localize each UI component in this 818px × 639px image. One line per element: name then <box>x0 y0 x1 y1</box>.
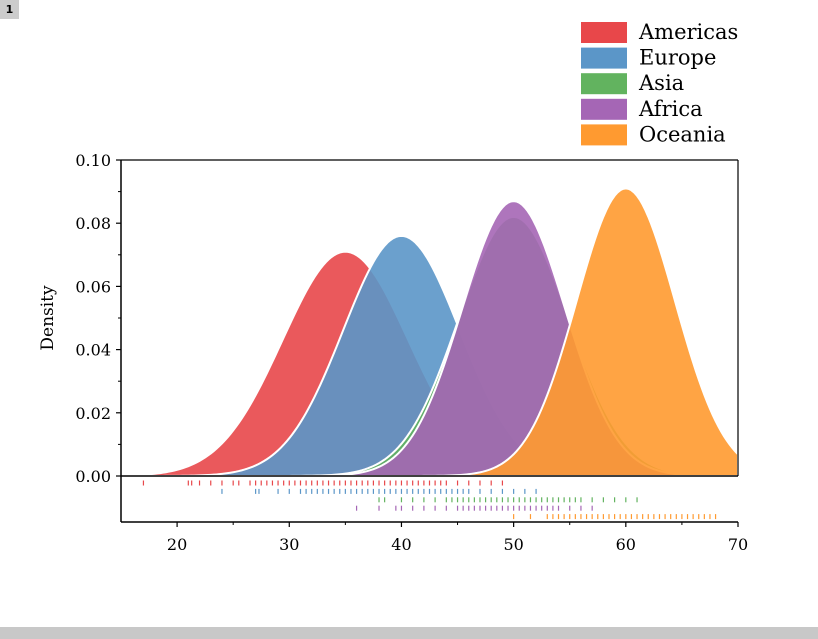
y-tick-label: 0.10 <box>75 151 111 170</box>
legend-label-europe: Europe <box>639 46 716 70</box>
legend-swatch-americas <box>581 22 627 43</box>
legend-label-africa: Africa <box>638 97 703 121</box>
legend-swatch-europe <box>581 47 627 69</box>
x-tick-label: 50 <box>503 535 523 554</box>
legend-label-oceania: Oceania <box>639 122 726 146</box>
x-tick-label: 30 <box>279 535 299 554</box>
legend-swatch-asia <box>581 73 627 95</box>
legend-label-asia: Asia <box>638 71 684 95</box>
density-areas <box>120 187 739 477</box>
y-tick-label: 0.06 <box>75 277 111 296</box>
y-tick-label: 0.02 <box>75 404 111 423</box>
legend-swatch-oceania <box>581 124 627 146</box>
x-tick-label: 40 <box>391 535 411 554</box>
y-tick-label: 0.00 <box>75 467 111 486</box>
rug-marks <box>142 480 717 520</box>
legend-swatch-africa <box>581 98 627 120</box>
axes: 0.00 0.02 0.04 0.06 0.08 0.10 20 30 40 50 60 70 Dens… <box>38 151 748 554</box>
bottom-scroll-bar[interactable] <box>0 627 818 639</box>
x-tick-label: 70 <box>728 535 748 554</box>
y-axis-label: Density <box>38 285 58 351</box>
legend-label-americas: Americas <box>638 20 738 44</box>
x-tick-label: 60 <box>616 535 636 554</box>
y-tick-label: 0.08 <box>75 214 111 233</box>
page-number-badge: 1 <box>0 0 19 19</box>
x-tick-label: 20 <box>167 535 187 554</box>
y-tick-label: 0.04 <box>75 341 111 360</box>
